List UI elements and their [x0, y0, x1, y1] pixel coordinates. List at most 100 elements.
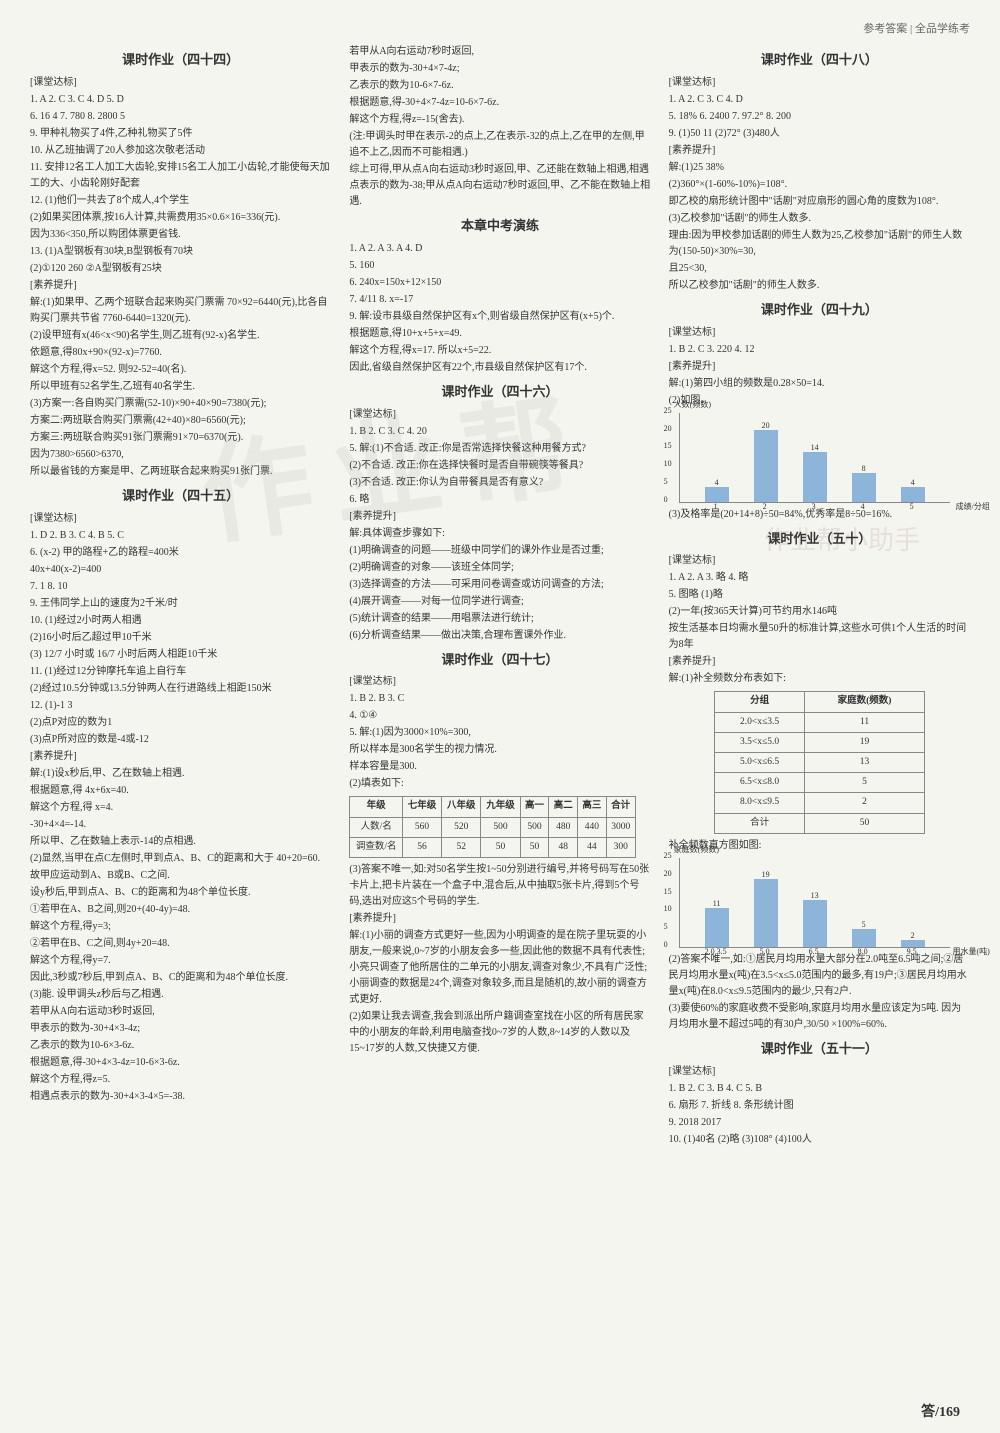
hw47-sec1: 1. B 2. B 3. C4. ①④5. 解:(1)因为3000×10%=30…	[349, 691, 650, 792]
text-line: 解这个方程,得y=3;	[30, 919, 331, 935]
hw47-sec3: 解:(1)小丽的调查方式更好一些,因为小明调查的是在院子里玩耍的小朋友,一般来说…	[349, 928, 650, 1057]
text-line: 1. A 2. A 3. 略 4. 略	[669, 570, 970, 586]
text-line: 若甲从A向右运动3秒时返回,	[30, 1004, 331, 1020]
text-line: (3)方案一:各自购买门票需(52-10)×90+40×90=7380(元);	[30, 396, 331, 412]
td: 6.5<x≤8.0	[714, 773, 804, 793]
text-line: (3)能. 设甲调头z秒后与乙相遇.	[30, 987, 331, 1003]
th: 年级	[350, 797, 403, 817]
text-line: 6. (x-2) 甲的路程+乙的路程=400米	[30, 545, 331, 561]
text-line: 9. (1)50 11 (2)72° (3)480人	[669, 126, 970, 142]
hw48-sec2: 解:(1)25 38%(2)360°×(1-60%-10%)=108°.即乙校的…	[669, 160, 970, 294]
bar: 143	[803, 452, 827, 502]
header: 参考答案 | 全品学练考	[30, 20, 970, 36]
text-line: 解:(1)补全频数分布表如下:	[669, 671, 970, 687]
hw50-sec4: (2)答案不唯一,如:①居民月均用水量大部分在2.0吨至6.5吨之间;②居民月均…	[669, 952, 970, 1033]
text-line: 根据题意,得-30+4×7-4z=10-6×7-6z.	[349, 95, 650, 111]
bar: 41	[705, 487, 729, 501]
hw46-sec1: 1. B 2. C 3. C 4. 205. 解:(1)不合适. 改正:你是否常…	[349, 424, 650, 508]
text-line: 方案三:两班联合购买91张门票需91×70=6370(元).	[30, 430, 331, 446]
hw45-title: 课时作业（四十五）	[30, 486, 331, 507]
text-line: 1. B 2. C 3. C 4. 20	[349, 424, 650, 440]
text-line: (6)分析调查结果——做出决策,合理布置课外作业.	[349, 628, 650, 644]
label-improve: [素养提升]	[30, 278, 331, 294]
label-improve-48: [素养提升]	[669, 143, 970, 159]
column-1: 课时作业（四十四） [课堂达标] 1. A 2. C 3. C 4. D 5. …	[30, 44, 331, 1374]
td: 8.0<x≤9.5	[714, 793, 804, 813]
text-line: (3)选择调查的方法——可采用问卷调查或访问调查的方法;	[349, 577, 650, 593]
text-line: (3)点P所对应的数是-4或-12	[30, 732, 331, 748]
bar: 202	[754, 430, 778, 501]
text-line: (2)如图.	[669, 393, 970, 409]
td: 50	[520, 837, 549, 857]
text-line: 根据题意,得-30+4×3-4z=10-6×3-6z.	[30, 1055, 331, 1071]
th: 七年级	[402, 797, 441, 817]
text-line: 所以样本是300名学生的视力情况.	[349, 742, 650, 758]
text-line: 1. A 2. A 3. A 4. D	[349, 241, 650, 257]
label-improve-45: [素养提升]	[30, 749, 331, 765]
text-line: 理由:因为甲校参加话剧的师生人数为25,乙校参加"话剧"的师生人数为(150-5…	[669, 228, 970, 260]
text-line: 综上可得,甲从点A向右运动3秒时返回,甲、乙还能在数轴上相遇,相遇点表示的数为-…	[349, 162, 650, 210]
td: 5.0<x≤6.5	[714, 752, 804, 772]
td: 48	[549, 837, 578, 857]
text-line: 7. 4/11 8. x=-17	[349, 292, 650, 308]
table-47: 年级七年级八年级九年级高一高二高三合计人数/名56052050050048044…	[349, 796, 635, 858]
text-line: (2)设甲班有x(46<x<90)名学生,则乙班有(92-x)名学生.	[30, 328, 331, 344]
text-line: 1. A 2. C 3. C 4. D 5. D	[30, 92, 331, 108]
label-classroom-47: [课堂达标]	[349, 674, 650, 690]
text-line: 所以最省钱的方案是甲、乙两班联合起来购买91张门票.	[30, 464, 331, 480]
th: 合计	[606, 797, 635, 817]
text-line: (3)要使60%的家庭收费不受影响,家庭月均用水量应该定为5吨. 因为月均用水量…	[669, 1001, 970, 1033]
text-line: 甲表示的数为-30+4×7-4z;	[349, 61, 650, 77]
label-classroom: [课堂达标]	[30, 75, 331, 91]
td: 300	[606, 837, 635, 857]
text-line: (2)明确调查的对象——该班全体同学;	[349, 560, 650, 576]
bar: 45	[901, 487, 925, 501]
td: 50	[481, 837, 520, 857]
text-line: (2)点P对应的数为1	[30, 715, 331, 731]
th: 分组	[714, 692, 804, 712]
text-line: (2)经过10.5分钟或13.5分钟两人在行进路线上相距150米	[30, 681, 331, 697]
text-line: 解这个方程,得z=5.	[30, 1072, 331, 1088]
hw47-title: 课时作业（四十七）	[349, 650, 650, 671]
text-line: 解:(1)设x秒后,甲、乙在数轴上相遇.	[30, 766, 331, 782]
hw44-sec1: 1. A 2. C 3. C 4. D 5. D6. 16 4 7. 780 8…	[30, 92, 331, 277]
text-line: 1. D 2. B 3. C 4. B 5. C	[30, 528, 331, 544]
text-line: 6. 240x=150x+12×150	[349, 275, 650, 291]
bar: 195.0	[754, 879, 778, 947]
text-line: (2)一年(按365天计算)可节约用水146吨	[669, 604, 970, 620]
td: 520	[442, 817, 481, 837]
text-line: 5. 解:(1)因为3000×10%=300,	[349, 725, 650, 741]
bar: 84	[852, 473, 876, 501]
hw49-sec2: 解:(1)第四小组的频数是0.28×50=14.(2)如图.	[669, 376, 970, 409]
text-line: 解这个方程,得y=7.	[30, 953, 331, 969]
text-line: 甲表示的数为-30+4×3-4z;	[30, 1021, 331, 1037]
text-line: 1. B 2. C 3. 220 4. 12	[669, 342, 970, 358]
text-line: 12. (1)他们一共去了8个成人,4个学生	[30, 193, 331, 209]
main-columns: 课时作业（四十四） [课堂达标] 1. A 2. C 3. C 4. D 5. …	[30, 44, 970, 1374]
col2-pre: 若甲从A向右运动7秒时返回,甲表示的数为-30+4×7-4z;乙表示的数为10-…	[349, 44, 650, 210]
text-line: 方案二:两班联合购买门票需(42+40)×80=6560(元);	[30, 413, 331, 429]
th: 高三	[578, 797, 607, 817]
text-line: 7. 1 8. 10	[30, 579, 331, 595]
td: 480	[549, 817, 578, 837]
bar: 58.0	[852, 929, 876, 947]
label-improve-49: [素养提升]	[669, 359, 970, 375]
td: 2.0<x≤3.5	[714, 712, 804, 732]
text-line: 解这个方程,得 x=4.	[30, 800, 331, 816]
text-line: 6. 16 4 7. 780 8. 2800 5	[30, 109, 331, 125]
th: 高二	[549, 797, 578, 817]
text-line: 解:(1)小丽的调查方式更好一些,因为小明调查的是在院子里玩耍的小朋友,一般来说…	[349, 928, 650, 1008]
text-line: 1. B 2. C 3. B 4. C 5. B	[669, 1081, 970, 1097]
td: 50	[805, 813, 924, 833]
text-line: 且25<30,	[669, 261, 970, 277]
text-line: 10. (1)40名 (2)略 (3)108° (4)100人	[669, 1132, 970, 1148]
th: 九年级	[481, 797, 520, 817]
text-line: 10. (1)经过2小时两人相遇	[30, 613, 331, 629]
text-line: 解这个方程,得x=52. 则92-52=40(名).	[30, 362, 331, 378]
text-line: 6. 扇形 7. 折线 8. 条形统计图	[669, 1098, 970, 1114]
text-line: (3) 12/7 小时或 16/7 小时后两人相距10千米	[30, 647, 331, 663]
td: 44	[578, 837, 607, 857]
text-line: 因此,3秒或7秒后,甲到点A、B、C的距离和为48个单位长度.	[30, 970, 331, 986]
text-line: -30+4×4=-14.	[30, 817, 331, 833]
td: 560	[402, 817, 441, 837]
